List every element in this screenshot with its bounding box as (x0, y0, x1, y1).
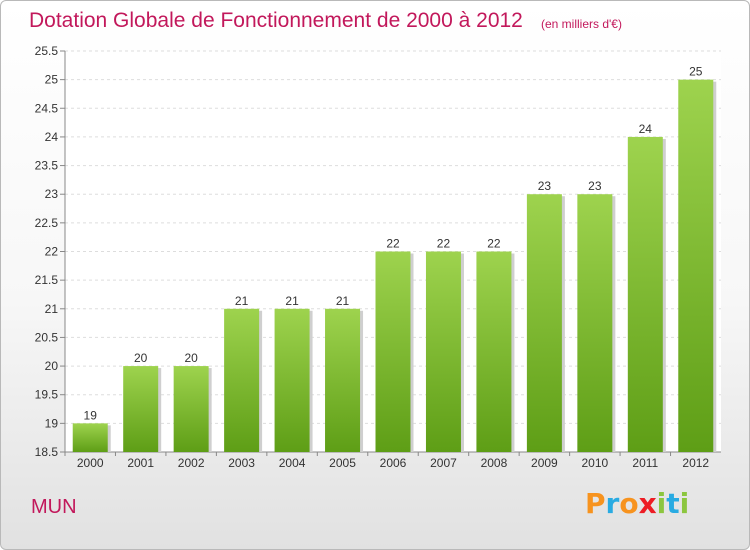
y-tick-label: 22.5 (35, 216, 59, 230)
logo-letter: x (638, 487, 657, 520)
y-tick-label: 21.5 (35, 273, 59, 287)
bar-2012 (678, 79, 714, 453)
x-tick-label: 2012 (682, 456, 709, 470)
y-tick-label: 21 (45, 302, 59, 316)
x-tick-label: 2008 (481, 456, 508, 470)
bar-2010 (577, 194, 613, 452)
y-tick-label: 24.5 (35, 101, 59, 115)
value-label: 21 (336, 294, 350, 308)
y-tick-label: 24 (45, 130, 59, 144)
chart-title: Dotation Globale de Fonctionnement de 20… (29, 9, 523, 32)
proxiti-logo[interactable]: Proxiti (585, 487, 689, 520)
y-tick-label: 19.5 (35, 388, 59, 402)
x-tick-label: 2011 (632, 456, 658, 470)
logo-letter: r (605, 487, 620, 520)
value-label: 23 (538, 179, 552, 193)
x-tick-label: 2000 (77, 456, 104, 470)
value-label: 25 (689, 65, 703, 79)
value-label: 19 (84, 408, 98, 422)
x-tick-label: 2002 (178, 456, 205, 470)
logo-letter: t (666, 487, 680, 520)
logo-letter: o (619, 487, 639, 520)
x-tick-label: 2010 (581, 456, 608, 470)
bar-2000 (72, 423, 108, 452)
bar-2009 (526, 194, 562, 452)
x-tick-label: 2004 (279, 456, 306, 470)
x-tick-label: 2003 (228, 456, 255, 470)
x-tick-label: 2007 (430, 456, 457, 470)
x-tick-label: 2006 (380, 456, 407, 470)
bar-2008 (476, 251, 512, 452)
y-tick-label: 20 (45, 359, 59, 373)
bar-2002 (173, 366, 209, 452)
y-tick-label: 22 (45, 245, 59, 259)
y-tick-label: 20.5 (35, 330, 59, 344)
value-label: 21 (285, 294, 299, 308)
y-tick-label: 23.5 (35, 159, 59, 173)
x-tick-label: 2001 (127, 456, 154, 470)
x-tick-label: 2009 (531, 456, 558, 470)
value-label: 23 (588, 179, 602, 193)
chart-subtitle: (en milliers d'€) (541, 17, 622, 31)
logo-letter: i (679, 487, 690, 520)
y-tick-label: 19 (45, 416, 59, 430)
bar-2006 (375, 251, 411, 452)
y-tick-label: 25 (45, 73, 59, 87)
y-tick-label: 25.5 (35, 44, 59, 58)
bar-2007 (425, 251, 461, 452)
x-tick-label: 2005 (329, 456, 356, 470)
y-tick-label: 23 (45, 187, 59, 201)
y-tick-label: 18.5 (35, 445, 59, 459)
value-label: 22 (386, 237, 400, 251)
value-label: 20 (134, 351, 148, 365)
bar-2005 (325, 308, 361, 452)
value-label: 24 (639, 122, 653, 136)
value-label: 22 (487, 237, 501, 251)
value-label: 20 (184, 351, 198, 365)
value-label: 22 (437, 237, 451, 251)
bar-2004 (274, 308, 310, 452)
bar-2001 (123, 366, 159, 452)
logo-letter: P (585, 487, 606, 520)
bar-2011 (627, 136, 663, 452)
logo-letter: i (656, 487, 667, 520)
value-label: 21 (235, 294, 249, 308)
bar-2003 (224, 308, 260, 452)
commune-name: MUN (31, 496, 77, 518)
